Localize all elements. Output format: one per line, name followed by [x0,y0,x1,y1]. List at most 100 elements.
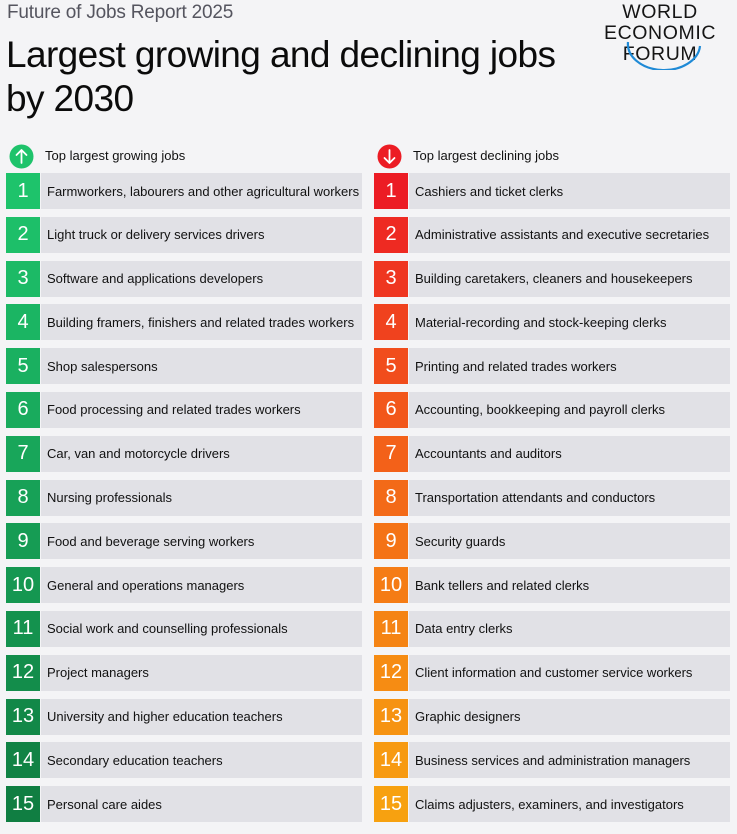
declining-rank-number: 7 [374,435,408,472]
declining-job-row: 10 Bank tellers and related clerks [374,567,730,604]
declining-job-label: Cashiers and ticket clerks [409,173,730,209]
growing-rank-number: 13 [6,698,40,735]
declining-rank-number: 3 [374,260,408,297]
declining-job-row: 8 Transportation attendants and conductor… [374,479,730,516]
growing-job-label: Project managers [41,654,362,691]
growing-job-row: 4 Building framers, finishers and related… [6,304,362,341]
declining-job-row: 3 Building caretakers, cleaners and house… [374,260,730,297]
declining-job-label: Administrative assistants and executive … [409,216,730,253]
declining-job-row: 12 Client information and customer servic… [374,654,730,691]
declining-jobs-header: Top largest declining jobs [374,143,730,169]
declining-rank-number: 14 [374,742,408,779]
declining-job-row: 4 Material-recording and stock-keeping cl… [374,304,730,341]
growing-rank-number: 15 [6,786,40,823]
growing-job-row: 8 Nursing professionals [6,479,362,516]
growing-rank-number: 5 [6,348,40,385]
report-subtitle: Future of Jobs Report 2025 [7,2,234,23]
growing-job-label: University and higher education teachers [41,698,362,735]
growing-job-label: Car, van and motorcycle drivers [41,435,362,472]
declining-rank-number: 4 [374,304,408,341]
logo-line-1: WORLD [622,1,698,23]
declining-job-row: 1 Cashiers and ticket clerks [374,173,730,209]
growing-rank-number: 8 [6,479,40,516]
growing-rank-number: 2 [6,216,40,253]
growing-rank-number: 12 [6,654,40,691]
arrow-up-icon [9,144,34,169]
growing-job-row: 2 Light truck or delivery services driver… [6,216,362,253]
growing-job-row: 12 Project managers [6,654,362,691]
declining-job-label: Data entry clerks [409,610,730,647]
growing-rank-number: 10 [6,567,40,604]
growing-job-row: 1 Farmworkers, labourers and other agricu… [6,173,362,209]
growing-jobs-heading: Top largest growing jobs [45,148,186,163]
wef-logo[interactable]: WORLD ECONOMIC FORUM [588,2,732,70]
growing-job-row: 10 General and operations managers [6,567,362,604]
arrow-down-icon [377,144,402,169]
growing-job-row: 7 Car, van and motorcycle drivers [6,435,362,472]
growing-jobs-column: Top largest growing jobs 1 Farmworkers, l… [6,143,362,830]
declining-rank-number: 11 [374,610,408,647]
declining-rank-number: 8 [374,479,408,516]
declining-job-label: Printing and related trades workers [409,348,730,385]
growing-rank-number: 1 [6,173,40,209]
declining-job-label: Client information and customer service … [409,654,730,691]
declining-jobs-list: 1 Cashiers and ticket clerks 2 Administrati… [374,173,730,823]
declining-job-label: Claims adjusters, examiners, and investi… [409,786,730,823]
growing-rank-number: 4 [6,304,40,341]
growing-rank-number: 9 [6,523,40,560]
declining-job-row: 2 Administrative assistants and executive… [374,216,730,253]
declining-jobs-heading: Top largest declining jobs [413,148,559,163]
growing-job-row: 11 Social work and counselling profession… [6,610,362,647]
growing-job-label: Nursing professionals [41,479,362,516]
declining-job-row: 15 Claims adjusters, examiners, and inves… [374,786,730,823]
declining-rank-number: 9 [374,523,408,560]
growing-job-row: 6 Food processing and related trades work… [6,391,362,428]
declining-job-label: Security guards [409,523,730,560]
growing-job-row: 14 Secondary education teachers [6,742,362,779]
declining-job-label: Bank tellers and related clerks [409,567,730,604]
declining-job-label: Business services and administration man… [409,742,730,779]
declining-job-label: Graphic designers [409,698,730,735]
growing-job-label: General and operations managers [41,567,362,604]
declining-rank-number: 2 [374,216,408,253]
logo-line-3: FORUM [622,43,698,65]
declining-job-row: 9 Security guards [374,523,730,560]
growing-job-row: 9 Food and beverage serving workers [6,523,362,560]
growing-job-label: Shop salespersons [41,348,362,385]
logo-arc [626,41,702,70]
declining-job-label: Accountants and auditors [409,435,730,472]
growing-job-label: Building framers, finishers and related … [41,304,362,341]
growing-rank-number: 6 [6,391,40,428]
growing-job-label: Personal care aides [41,786,362,823]
growing-jobs-header: Top largest growing jobs [6,143,362,169]
declining-rank-number: 12 [374,654,408,691]
growing-job-row: 3 Software and applications developers [6,260,362,297]
declining-job-row: 13 Graphic designers [374,698,730,735]
growing-rank-number: 3 [6,260,40,297]
declining-rank-number: 1 [374,173,408,209]
growing-rank-number: 11 [6,610,40,647]
growing-job-label: Food processing and related trades worke… [41,391,362,428]
declining-job-label: Material-recording and stock-keeping cle… [409,304,730,341]
growing-jobs-list: 1 Farmworkers, labourers and other agricu… [6,173,362,823]
growing-job-label: Social work and counselling professional… [41,610,362,647]
growing-job-row: 13 University and higher education teache… [6,698,362,735]
growing-rank-number: 14 [6,742,40,779]
growing-job-label: Food and beverage serving workers [41,523,362,560]
growing-job-label: Secondary education teachers [41,742,362,779]
growing-job-row: 15 Personal care aides [6,786,362,823]
logo-line-2: ECONOMIC [603,22,717,44]
declining-rank-number: 13 [374,698,408,735]
declining-job-row: 6 Accounting, bookkeeping and payroll cle… [374,391,730,428]
declining-job-label: Building caretakers, cleaners and housek… [409,260,730,297]
declining-jobs-column: Top largest declining jobs 1 Cashiers and… [374,143,730,830]
declining-job-row: 5 Printing and related trades workers [374,348,730,385]
declining-rank-number: 15 [374,786,408,823]
growing-job-label: Light truck or delivery services drivers [41,216,362,253]
page-title: Largest growing and declining jobs by 20… [6,34,556,119]
growing-job-label: Software and applications developers [41,260,362,297]
declining-rank-number: 6 [374,391,408,428]
declining-job-label: Transportation attendants and conductors [409,479,730,516]
growing-rank-number: 7 [6,435,40,472]
declining-job-row: 11 Data entry clerks [374,610,730,647]
